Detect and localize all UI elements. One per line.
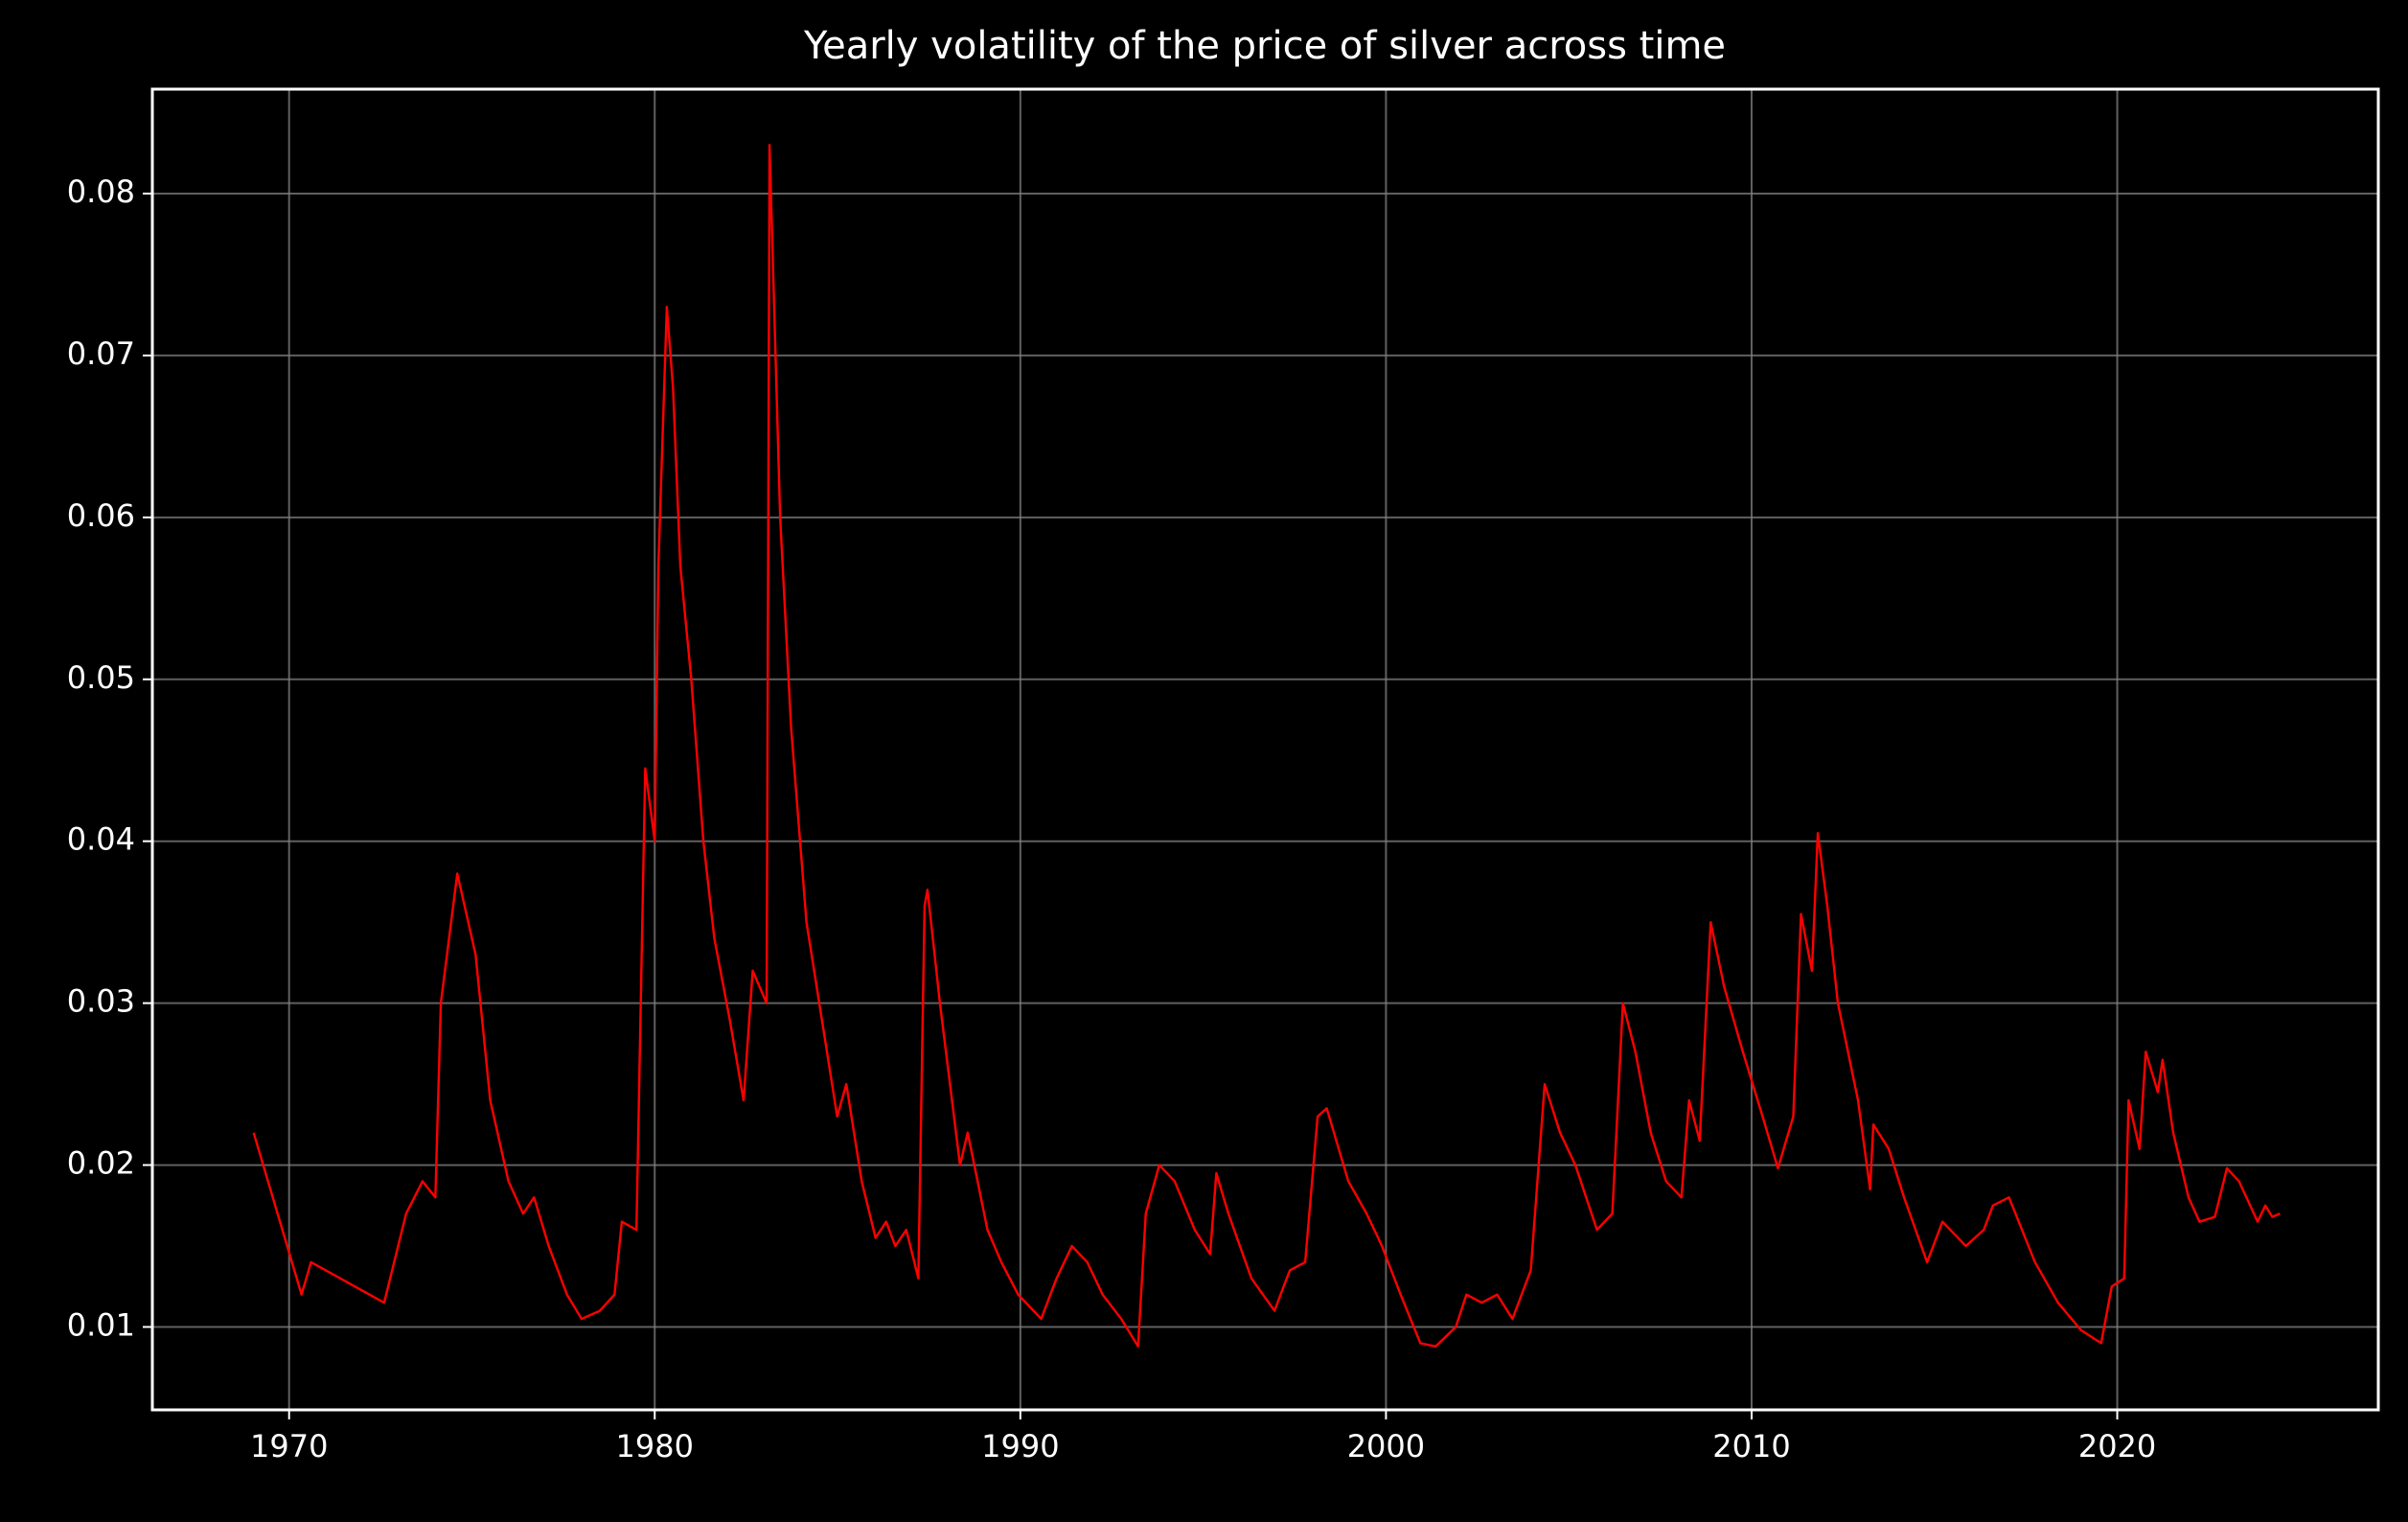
plot-frame <box>150 87 2380 1412</box>
chart-title: Yearly volatility of the price of silver… <box>803 24 1726 68</box>
y-tick-label: 0.05 <box>67 659 135 696</box>
y-tick-label: 0.07 <box>67 335 135 372</box>
data-line <box>252 144 2281 1348</box>
x-tick-label: 1990 <box>981 1428 1059 1464</box>
x-tick-label: 2000 <box>1347 1428 1425 1464</box>
y-tick-label: 0.04 <box>67 821 135 858</box>
y-tick-label: 0.08 <box>67 173 135 210</box>
y-tick-label: 0.03 <box>67 983 135 1020</box>
y-tick-label: 0.01 <box>67 1307 135 1344</box>
x-tick-label: 2020 <box>2078 1428 2156 1464</box>
x-tick-label: 1980 <box>616 1428 694 1464</box>
x-tick-label: 1970 <box>250 1428 328 1464</box>
y-tick-label: 0.02 <box>67 1145 135 1182</box>
y-tick-label: 0.06 <box>67 497 135 534</box>
x-tick-label: 2010 <box>1712 1428 1790 1464</box>
